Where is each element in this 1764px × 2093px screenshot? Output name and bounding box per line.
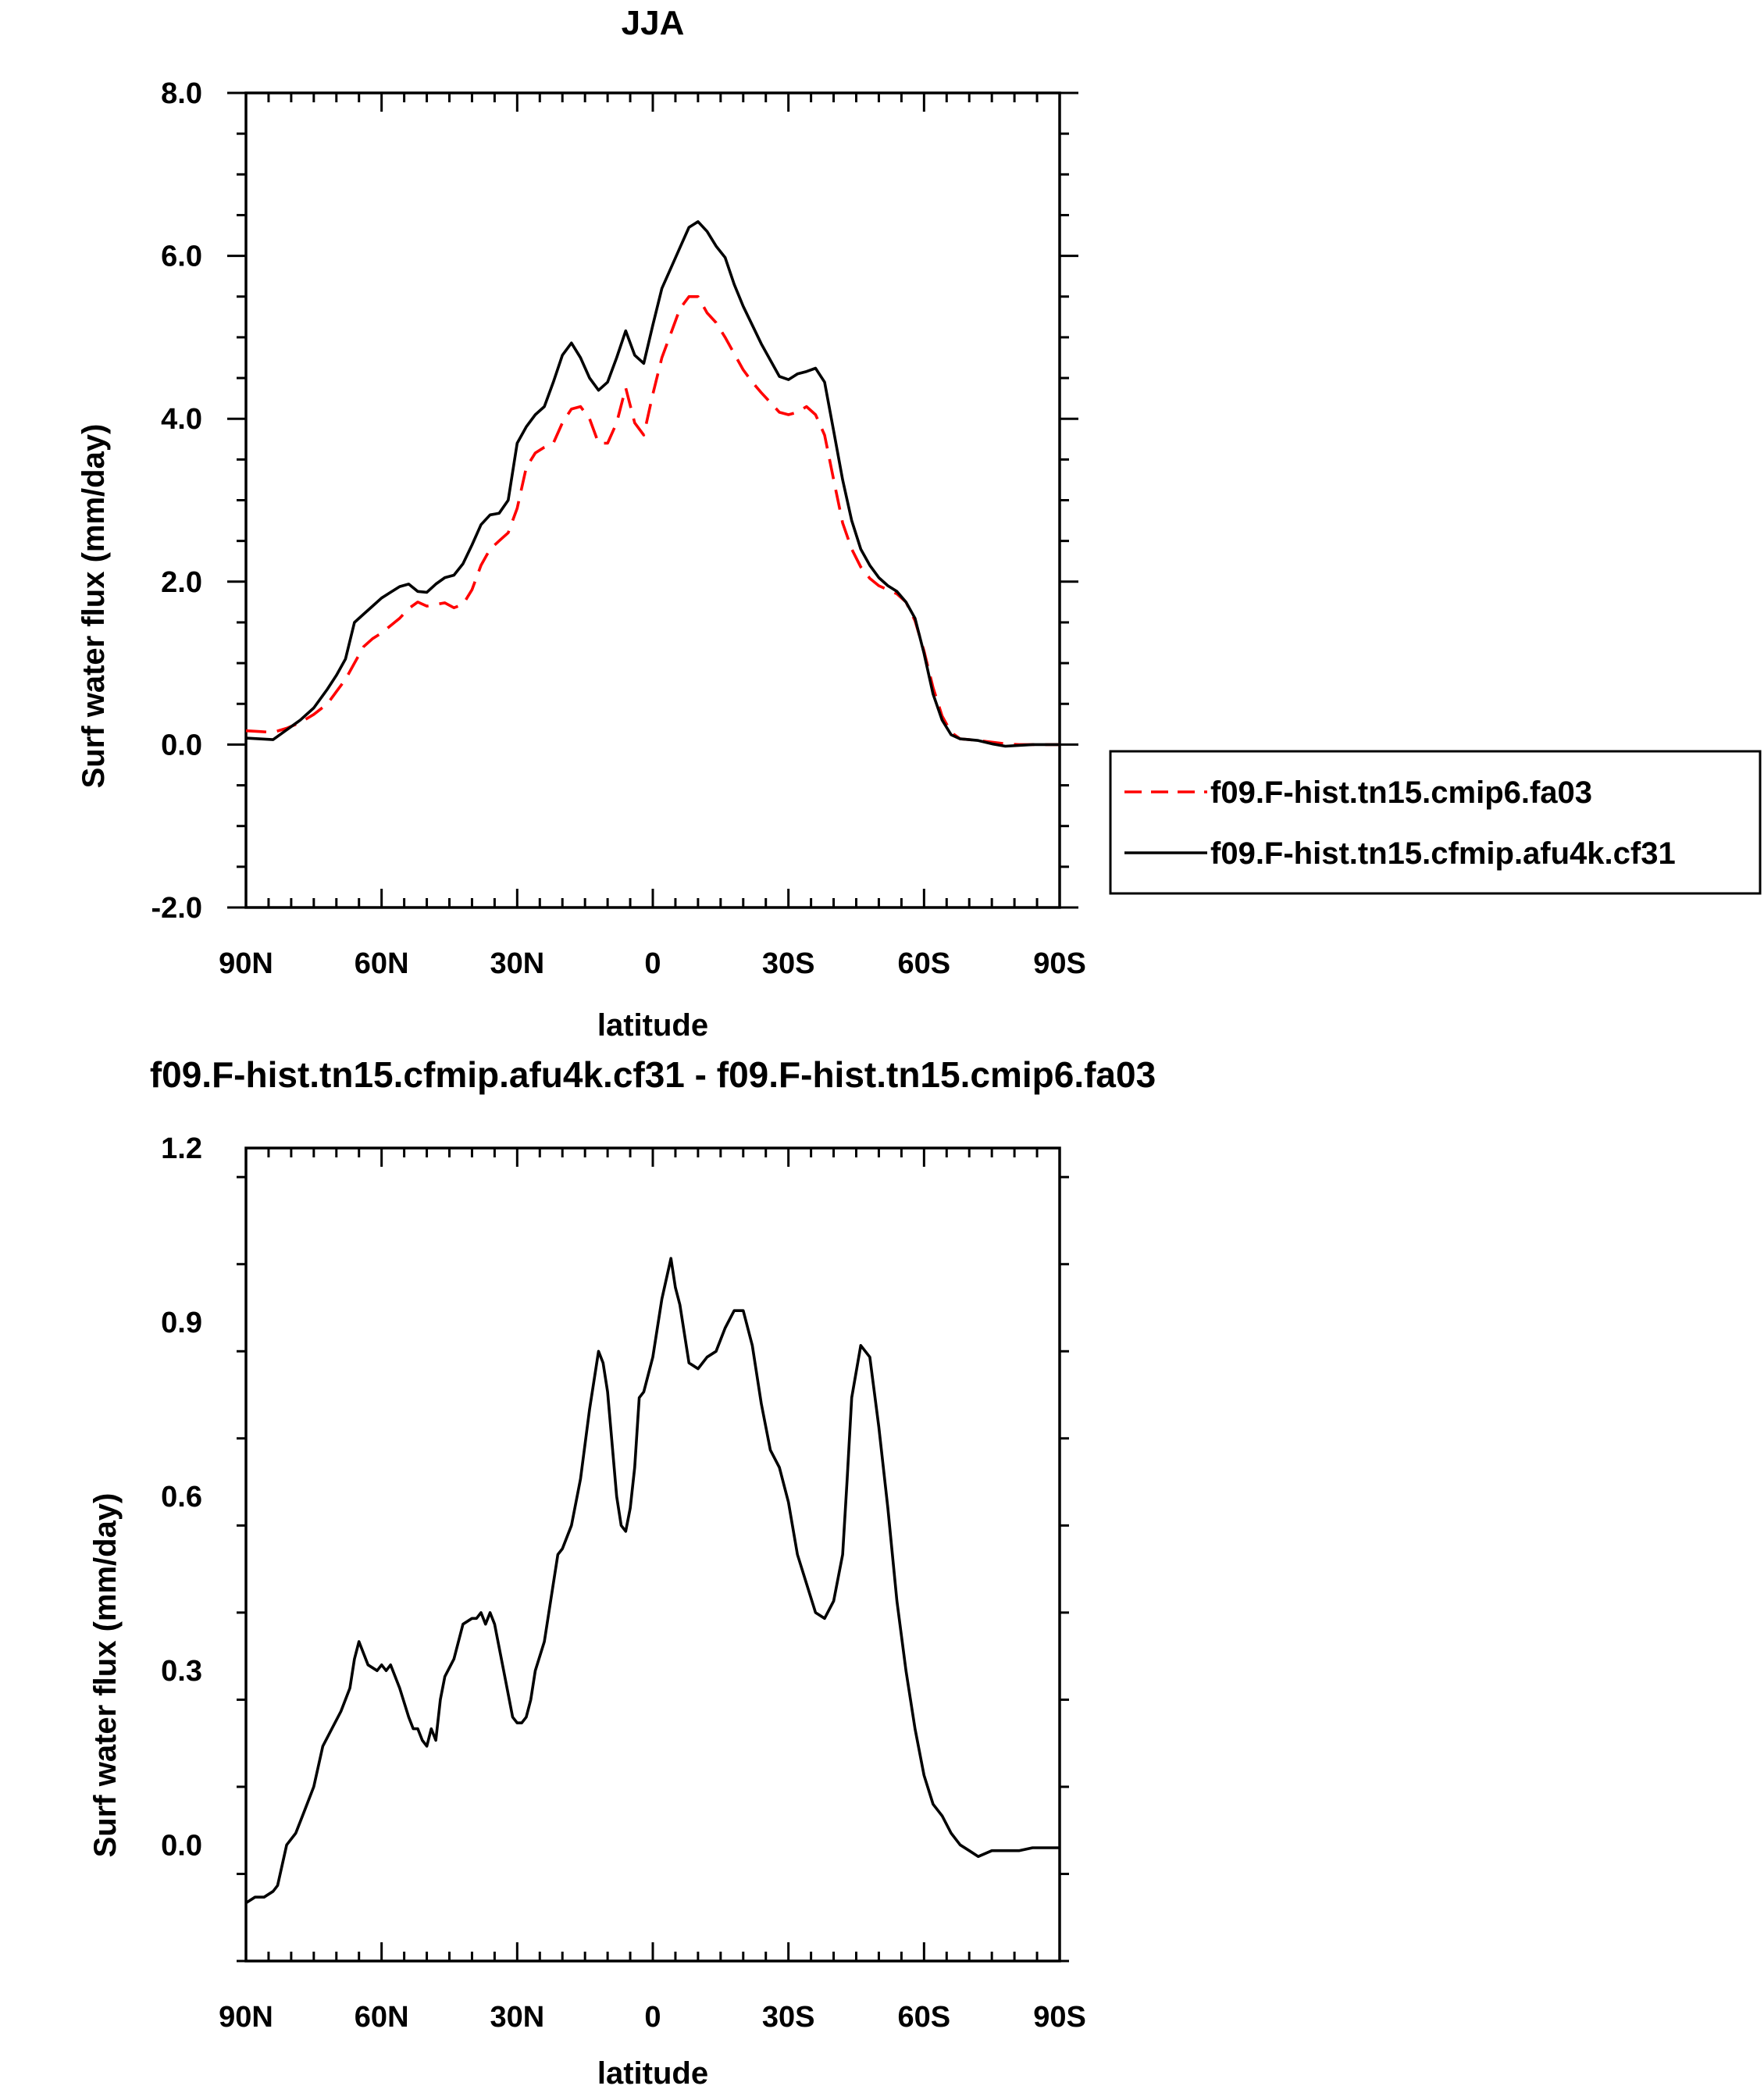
series-line-1 xyxy=(245,1257,1060,1905)
x-tick-label: 30N xyxy=(490,947,544,980)
y-tick-label: -2.0 xyxy=(151,892,202,925)
y-tick-label: 0.9 xyxy=(161,1307,202,1339)
x-tick-label: 30S xyxy=(762,947,815,980)
x-tick-label: 30N xyxy=(490,2001,544,2034)
y-tick-label: 1.2 xyxy=(161,1132,202,1165)
bottom-panel-title: f09.F-hist.tn15.cfmip.afu4k.cf31 - f09.F… xyxy=(150,1054,1156,1095)
bottom-y-axis-label: Surf water flux (mm/day) xyxy=(88,1493,123,1858)
legend: f09.F-hist.tn15.cmip6.fa03 f09.F-hist.tn… xyxy=(1109,750,1762,895)
series-line-2 xyxy=(245,219,1060,748)
x-tick-label: 60S xyxy=(898,947,951,980)
x-tick-label: 90S xyxy=(1033,947,1086,980)
bottom-x-axis-label: latitude xyxy=(597,2056,708,2091)
x-tick-label: 0 xyxy=(644,947,661,980)
y-tick-label: 0.0 xyxy=(161,1829,202,1862)
plot-frame xyxy=(244,1146,1061,1963)
x-tick-label: 60S xyxy=(898,2001,951,2034)
legend-label-afu4k: f09.F-hist.tn15.cfmip.afu4k.cf31 xyxy=(1210,836,1676,871)
y-tick-label: 0.3 xyxy=(161,1655,202,1688)
top-plot-area: 90N 60N 30N 0 30S 60S 90S -2.0 0.0 2.0 4.0 6.0 8.0 xyxy=(151,77,1086,980)
top-y-axis-label: Surf water flux (mm/day) xyxy=(77,424,111,789)
y-tick-label: 2.0 xyxy=(161,566,202,599)
series-line-1 xyxy=(245,294,1060,747)
legend-box xyxy=(1109,750,1762,895)
y-tick-label: 0.6 xyxy=(161,1481,202,1514)
y-tick-label: 8.0 xyxy=(161,77,202,110)
x-tick-label: 30S xyxy=(762,2001,815,2034)
top-x-axis-label: latitude xyxy=(597,1008,708,1043)
x-tick-label: 60N xyxy=(355,947,409,980)
plot-frame xyxy=(244,91,1061,909)
legend-label-cmip6: f09.F-hist.tn15.cmip6.fa03 xyxy=(1210,776,1592,810)
x-tick-label: 90N xyxy=(219,2001,273,2034)
x-tick-label: 0 xyxy=(644,2001,661,2034)
top-panel: JJA 90N 60N 30N 0 30S 60S 90S -2.0 0.0 2.0 4.0 6.0 8… xyxy=(77,4,1762,1043)
x-tick-label: 60N xyxy=(355,2001,409,2034)
y-tick-label: 0.0 xyxy=(161,729,202,761)
bottom-panel: f09.F-hist.tn15.cfmip.afu4k.cf31 - f09.F… xyxy=(88,1054,1156,2091)
bottom-plot-area: 90N 60N 30N 0 30S 60S 90S 0.0 0.3 0.6 0.9 1.2 xyxy=(161,1132,1086,2034)
top-panel-title: JJA xyxy=(622,4,685,42)
y-tick-label: 6.0 xyxy=(161,241,202,273)
x-tick-label: 90S xyxy=(1033,2001,1086,2034)
y-tick-label: 4.0 xyxy=(161,403,202,436)
x-tick-label: 90N xyxy=(219,947,273,980)
